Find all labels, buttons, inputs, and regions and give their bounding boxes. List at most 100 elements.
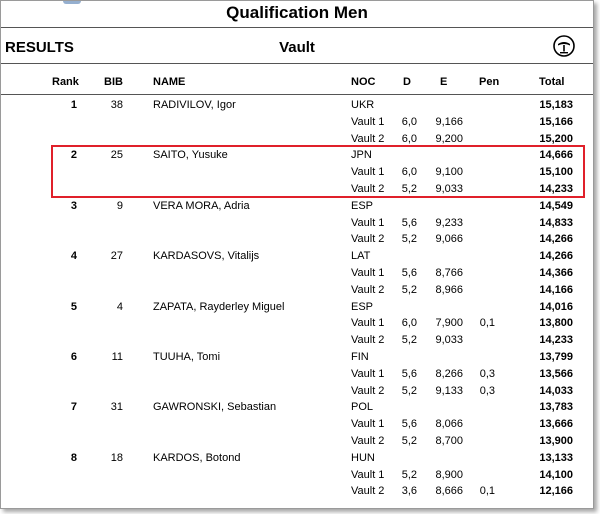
athlete-row: 2 25 SAITO, Yusuke JPN 14,666 — [1, 147, 593, 164]
column-header-bib: BIB — [104, 76, 123, 88]
divider — [1, 94, 593, 95]
vault-label: Vault 2 — [351, 233, 385, 246]
rank-cell: 8 — [70, 451, 77, 464]
d-score-cell: 6,0 — [401, 115, 417, 128]
column-header-noc: NOC — [351, 76, 376, 88]
vault-total-cell: 14,100 — [539, 468, 573, 481]
vault-label: Vault 1 — [351, 115, 385, 128]
bib-cell: 31 — [110, 401, 123, 414]
e-score-cell: 9,033 — [435, 182, 463, 195]
e-score-cell: 9,066 — [435, 233, 463, 246]
penalty-cell: 0,1 — [479, 485, 495, 498]
divider — [1, 27, 593, 28]
bib-cell: 18 — [110, 451, 123, 464]
bib-cell: 27 — [110, 250, 123, 263]
total-cell: 14,666 — [539, 149, 573, 162]
name-cell: GAWRONSKI, Sebastian — [153, 401, 277, 414]
noc-cell: HUN — [351, 451, 375, 464]
d-score-cell: 6,0 — [401, 132, 417, 145]
total-cell: 14,266 — [539, 250, 573, 263]
vault-label: Vault 2 — [351, 132, 385, 145]
e-score-cell: 9,033 — [435, 334, 463, 347]
vault-label: Vault 1 — [351, 266, 385, 279]
name-cell: VERA MORA, Adria — [153, 199, 250, 212]
vault-row: Vault 2 5,2 8,700 13,900 — [1, 433, 593, 450]
d-score-cell: 6,0 — [401, 166, 417, 179]
d-score-cell: 5,2 — [401, 434, 417, 447]
vault-row: Vault 1 5,6 8,766 14,366 — [1, 265, 593, 282]
logo-fragment — [63, 1, 81, 4]
column-header-total: Total — [539, 76, 565, 88]
athlete-row: 4 27 KARDASOVS, Vitalijs LAT 14,266 — [1, 248, 593, 265]
vault-label: Vault 2 — [351, 182, 385, 195]
vault-total-cell: 12,166 — [539, 485, 573, 498]
rank-cell: 7 — [70, 401, 77, 414]
vault-label: Vault 1 — [351, 166, 385, 179]
vault-total-cell: 15,200 — [539, 132, 573, 145]
d-score-cell: 5,6 — [401, 418, 417, 431]
vault-row: Vault 2 5,2 8,966 14,166 — [1, 282, 593, 299]
penalty-cell: 0,1 — [479, 317, 495, 330]
d-score-cell: 5,6 — [401, 266, 417, 279]
total-cell: 14,016 — [539, 300, 573, 313]
vault-label: Vault 2 — [351, 384, 385, 397]
vault-total-cell: 14,233 — [539, 334, 573, 347]
e-score-cell: 8,266 — [435, 367, 463, 380]
athlete-row: 3 9 VERA MORA, Adria ESP 14,549 — [1, 198, 593, 215]
vault-row: Vault 1 5,6 9,233 14,833 — [1, 215, 593, 232]
d-score-cell: 5,2 — [401, 468, 417, 481]
bib-cell: 4 — [116, 300, 123, 313]
d-score-cell: 5,2 — [401, 182, 417, 195]
noc-cell: POL — [351, 401, 374, 414]
total-cell: 14,549 — [539, 199, 573, 212]
column-header-d: D — [403, 76, 411, 88]
e-score-cell: 8,700 — [435, 434, 463, 447]
vault-label: Vault 2 — [351, 434, 385, 447]
total-cell: 13,799 — [539, 350, 573, 363]
vault-total-cell: 14,233 — [539, 182, 573, 195]
e-score-cell: 7,900 — [435, 317, 463, 330]
noc-cell: JPN — [351, 149, 372, 162]
total-cell: 13,133 — [539, 451, 573, 464]
vault-row: Vault 2 5,2 9,033 14,233 — [1, 181, 593, 198]
rank-cell: 6 — [70, 350, 77, 363]
noc-cell: FIN — [351, 350, 369, 363]
total-cell: 15,183 — [539, 99, 573, 111]
vault-row: Vault 1 6,0 9,166 15,166 — [1, 114, 593, 131]
vault-label: Vault 2 — [351, 334, 385, 347]
vault-row: Vault 1 5,2 8,900 14,100 — [1, 467, 593, 484]
rank-cell: 2 — [70, 149, 77, 162]
divider — [1, 63, 593, 64]
vault-label: Vault 2 — [351, 283, 385, 296]
vault-row: Vault 1 5,6 8,066 13,666 — [1, 416, 593, 433]
d-score-cell: 5,2 — [401, 384, 417, 397]
e-score-cell: 8,666 — [435, 485, 463, 498]
vault-total-cell: 15,100 — [539, 166, 573, 179]
column-header-rank: Rank — [52, 76, 79, 88]
vault-total-cell: 13,800 — [539, 317, 573, 330]
athlete-row: 1 38 RADIVILOV, Igor UKR 15,183 — [1, 97, 593, 114]
rank-cell: 4 — [70, 250, 77, 263]
name-cell: KARDOS, Botond — [153, 451, 241, 464]
results-table: 1 38 RADIVILOV, Igor UKR 15,183 Vault 1 6,0 9,1… — [1, 97, 593, 500]
d-score-cell: 3,6 — [401, 485, 417, 498]
athlete-row: 7 31 GAWRONSKI, Sebastian POL 13,783 — [1, 399, 593, 416]
column-header-e: E — [440, 76, 448, 88]
athlete-row: 5 4 ZAPATA, Rayderley Miguel ESP 14,016 — [1, 299, 593, 316]
vault-total-cell: 14,166 — [539, 283, 573, 296]
vault-row: Vault 2 5,2 9,133 0,3 14,033 — [1, 383, 593, 400]
column-header-name: NAME — [153, 76, 186, 88]
rank-cell: 5 — [70, 300, 77, 313]
vault-total-cell: 15,166 — [539, 115, 573, 128]
e-score-cell: 9,200 — [435, 132, 463, 145]
vault-total-cell: 14,366 — [539, 266, 573, 279]
vault-row: Vault 2 5,2 9,033 14,233 — [1, 332, 593, 349]
bib-cell: 9 — [116, 199, 123, 212]
vault-label: Vault 1 — [351, 216, 385, 229]
name-cell: TUUHA, Tomi — [153, 350, 221, 363]
column-header-pen: Pen — [479, 76, 500, 88]
noc-cell: LAT — [351, 250, 371, 263]
vault-label: Vault 1 — [351, 468, 385, 481]
e-score-cell: 8,066 — [435, 418, 463, 431]
penalty-cell: 0,3 — [479, 367, 495, 380]
